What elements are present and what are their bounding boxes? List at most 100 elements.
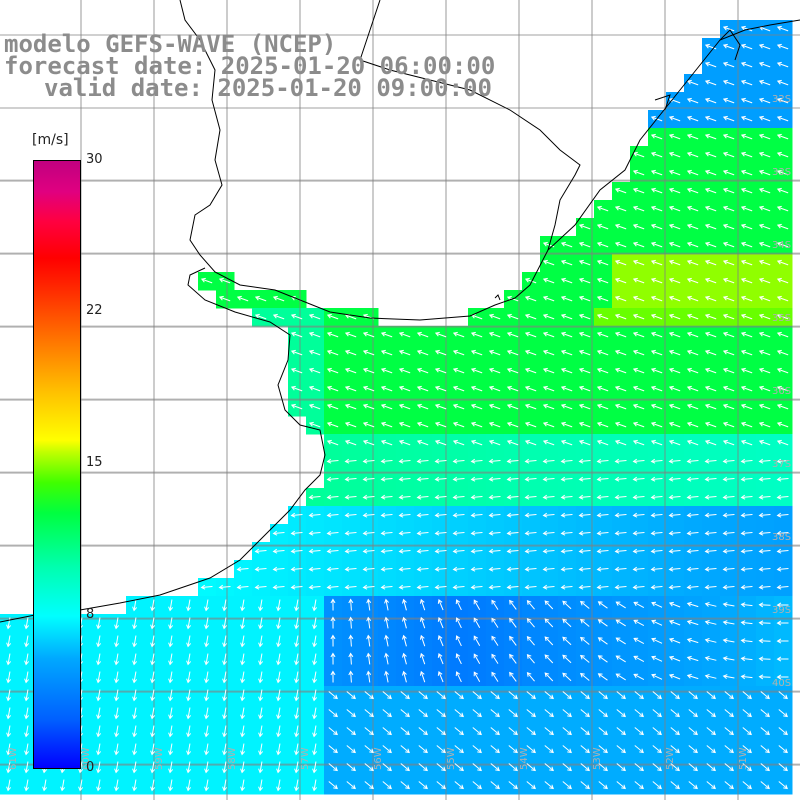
coastline-segment [359, 0, 581, 251]
wind-arrow [596, 385, 609, 392]
wind-arrow [668, 151, 681, 158]
wind-arrow [686, 494, 699, 500]
wind-arrow [598, 781, 608, 790]
wind-arrow [506, 439, 519, 446]
wind-arrow [382, 781, 392, 790]
wind-arrow [758, 187, 771, 194]
wind-arrow [508, 709, 518, 718]
wind-arrow [524, 367, 537, 374]
wind-arrow [204, 671, 210, 684]
wind-arrow [470, 494, 483, 500]
wind-arrow [380, 548, 393, 554]
wind-arrow [434, 349, 447, 356]
wind-arrow [776, 584, 789, 590]
wind-arrow [524, 566, 537, 572]
wind-arrow [652, 691, 662, 700]
wind-arrow [598, 709, 608, 718]
wind-arrow [326, 458, 339, 464]
wind-arrow [380, 367, 393, 374]
wind-arrow [776, 241, 789, 248]
wind-arrow [668, 115, 681, 122]
wind-arrow [436, 781, 446, 790]
wind-arrow [416, 421, 429, 428]
wind-arrow [758, 313, 771, 320]
wind-arrow [776, 530, 789, 536]
wind-arrow [614, 530, 627, 536]
wind-arrow [544, 745, 554, 754]
wind-arrow [454, 709, 464, 718]
wind-arrow [740, 205, 753, 212]
wind-arrow [470, 476, 483, 482]
wind-arrow [186, 635, 192, 648]
wind-arrow [633, 637, 645, 645]
wind-arrow [398, 331, 411, 338]
wind-arrow [526, 745, 536, 754]
wind-arrow [6, 635, 12, 648]
wind-arrow [384, 652, 389, 665]
wind-arrow [455, 617, 462, 629]
wind-arrow [740, 277, 753, 284]
wind-arrow [686, 619, 699, 626]
wind-arrow [560, 476, 573, 482]
wind-arrow [578, 548, 591, 554]
wind-arrow [168, 671, 174, 684]
wind-arrow [596, 331, 609, 338]
wind-arrow [506, 458, 519, 464]
coastline-segment [654, 94, 671, 111]
wind-arrow [380, 331, 393, 338]
wind-arrow [114, 761, 120, 774]
wind-arrow [760, 727, 770, 736]
coastline-segment [494, 294, 501, 301]
wind-arrow [722, 494, 735, 500]
wind-arrow [380, 512, 393, 518]
wind-arrow [330, 598, 336, 611]
wind-arrow [632, 367, 645, 374]
wind-arrow [326, 349, 339, 356]
wind-arrow [472, 745, 482, 754]
wind-arrow [632, 548, 645, 554]
wind-arrow [668, 331, 681, 338]
wind-arrow [470, 512, 483, 518]
wind-arrow [290, 566, 303, 572]
wind-arrow [470, 458, 483, 464]
wind-arrow [632, 349, 645, 356]
wind-arrow [688, 691, 698, 700]
wind-arrow [508, 691, 518, 700]
wind-arrow [200, 277, 213, 284]
wind-arrow [416, 476, 429, 482]
wind-arrow [668, 295, 681, 302]
wind-arrow [596, 439, 609, 446]
wind-arrow [686, 205, 699, 212]
wind-arrow [632, 313, 645, 320]
wind-arrow [490, 745, 500, 754]
wind-arrow [542, 259, 555, 266]
wind-arrow [652, 745, 662, 754]
wind-arrow [776, 566, 789, 572]
wind-arrow [294, 761, 300, 774]
wind-arrow [615, 673, 626, 681]
wind-arrow [686, 584, 699, 590]
wind-arrow [578, 421, 591, 428]
wind-arrow [416, 458, 429, 464]
wind-arrow [651, 619, 663, 626]
latitude-label: 37S [772, 459, 791, 470]
wind-arrow [509, 635, 517, 646]
wind-arrow [578, 584, 591, 590]
wind-arrow [686, 115, 699, 122]
wind-arrow [452, 530, 465, 536]
wind-arrow [488, 476, 501, 482]
wind-arrow [308, 367, 321, 374]
wind-arrow [362, 548, 375, 554]
wind-arrow [778, 691, 788, 700]
wind-arrow [24, 761, 30, 774]
wind-arrow [526, 600, 535, 610]
wind-arrow [312, 689, 318, 702]
wind-arrow [401, 616, 407, 629]
wind-arrow [562, 636, 572, 646]
wind-arrow [686, 223, 699, 230]
wind-arrow [580, 691, 590, 700]
wind-arrow [416, 548, 429, 554]
wind-arrow [491, 653, 499, 664]
wind-arrow [437, 653, 444, 665]
wind-arrow [240, 779, 246, 792]
